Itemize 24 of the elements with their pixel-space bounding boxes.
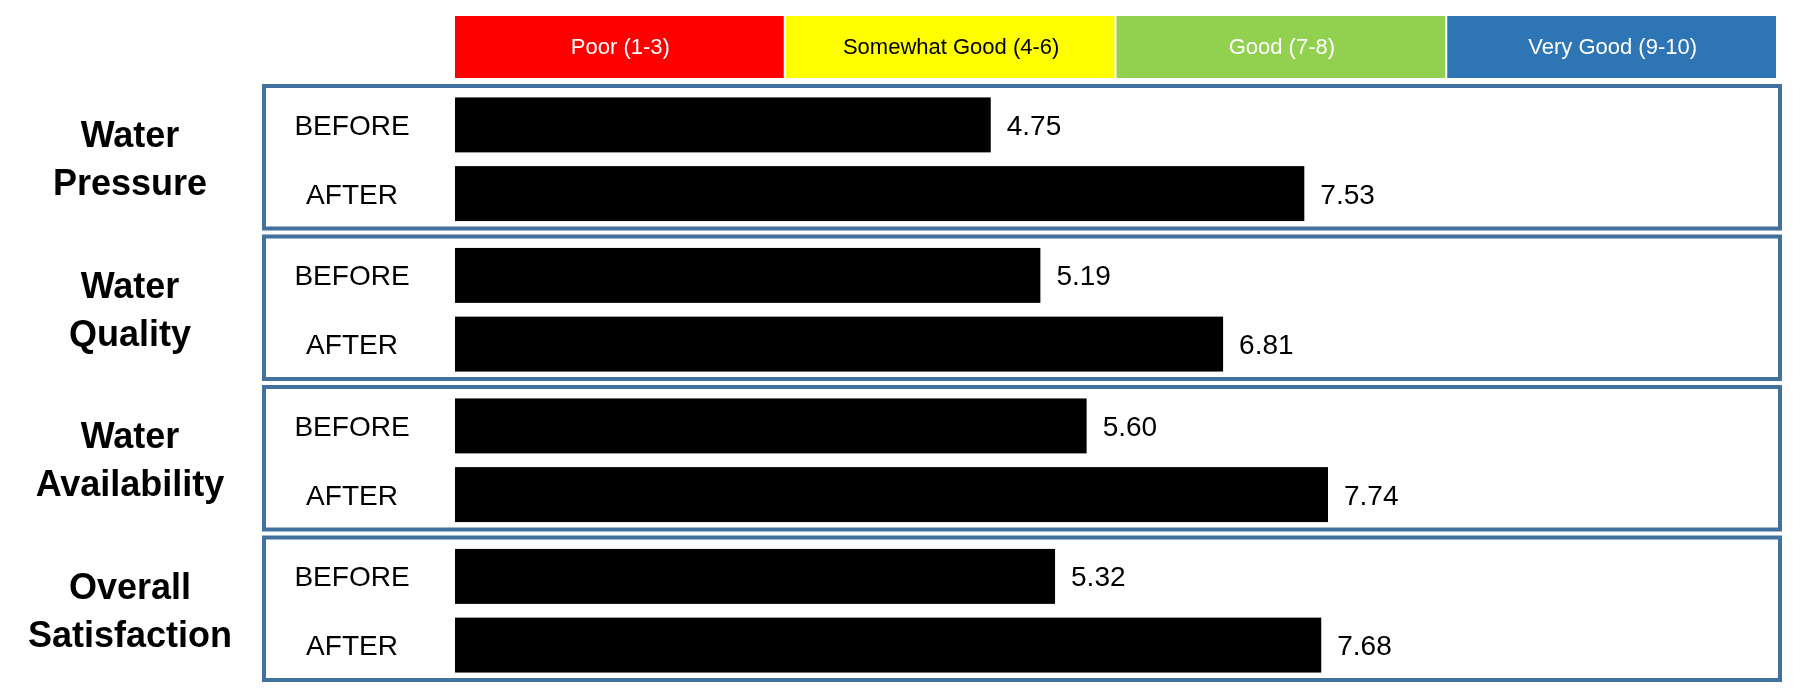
data-label: 7.74 — [1344, 479, 1399, 511]
data-label: 4.75 — [1006, 109, 1062, 141]
category-label: Poor (1-3) — [570, 34, 670, 59]
data-label: 5.60 — [1102, 410, 1158, 442]
y-tick-label: AFTER — [306, 479, 398, 511]
text: Water Quality — [68, 264, 192, 354]
data-label: 6.81 — [1239, 329, 1294, 361]
y-tick-label: AFTER — [306, 630, 398, 662]
data-label: 5.32 — [1071, 561, 1126, 593]
y-tick-label: BEFORE — [294, 260, 410, 292]
data-label: 5.19 — [1056, 260, 1111, 292]
y-tick-label: AFTER — [306, 329, 398, 361]
y-tick-label: BEFORE — [294, 561, 410, 593]
y-tick-label: BEFORE — [294, 410, 410, 442]
category-label: Somewhat Good (4-6) — [842, 34, 1060, 59]
data-label: 7.68 — [1337, 630, 1392, 662]
data-label: 7.53 — [1320, 178, 1375, 210]
y-tick-label: AFTER — [306, 178, 398, 210]
text: Water Pressure — [52, 114, 208, 204]
y-tick-label: BEFORE — [294, 109, 410, 141]
category-label: Good (7-8) — [1228, 34, 1336, 59]
text: Overall Satisfaction — [27, 565, 233, 655]
text: Water Availability — [35, 415, 225, 505]
category-label: Very Good (9-10) — [1528, 34, 1697, 59]
